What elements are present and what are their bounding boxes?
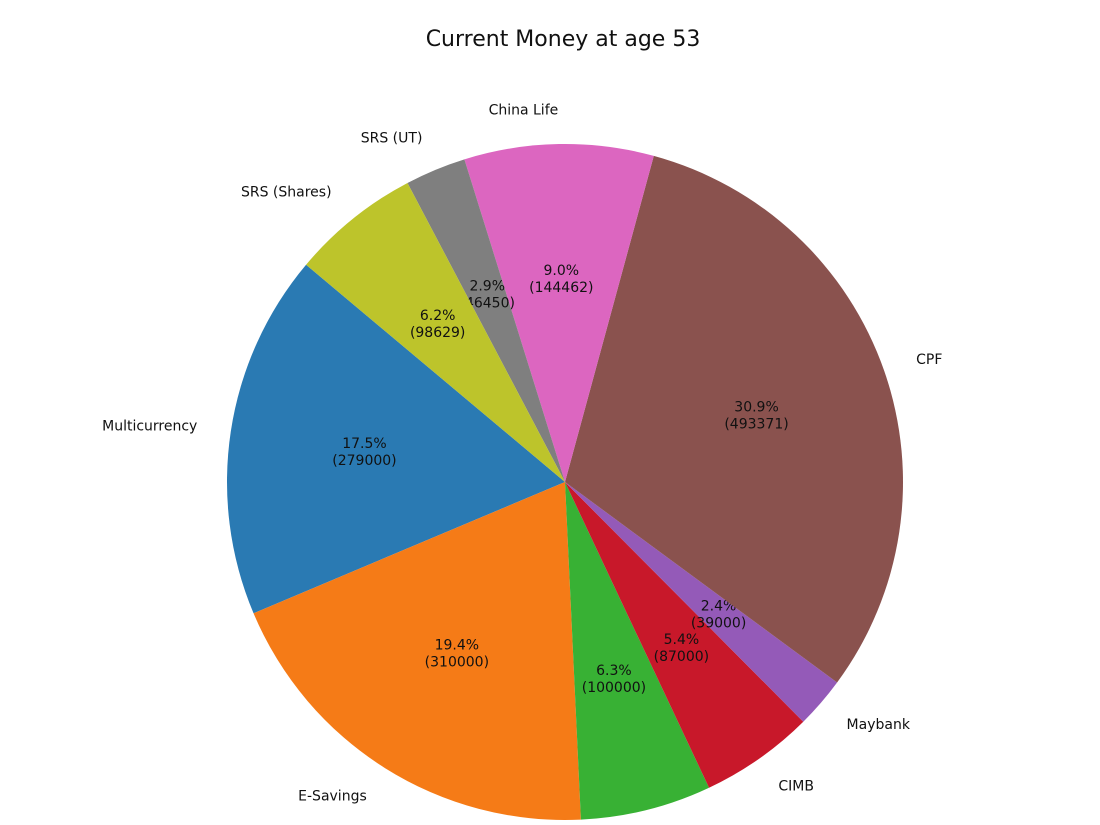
pie-slice xyxy=(226,264,565,614)
percent-label: 6.2% xyxy=(420,308,456,324)
slice-label: SRS (Shares) xyxy=(241,185,332,201)
value-label: (98629) xyxy=(410,325,465,341)
value-label: (39000) xyxy=(691,615,746,631)
pie-slice xyxy=(565,155,903,683)
percent-label: 5.4% xyxy=(664,632,700,648)
value-label: (144462) xyxy=(529,280,593,296)
slice-label: Multicurrency xyxy=(102,419,197,435)
pie-slice xyxy=(565,482,838,722)
value-label: (87000) xyxy=(654,649,709,665)
slice-label: SRS (UT) xyxy=(361,131,423,147)
value-label: (310000) xyxy=(425,655,489,671)
pie-slice xyxy=(565,482,804,788)
value-label: (279000) xyxy=(332,453,396,469)
percent-label: 9.0% xyxy=(544,263,580,279)
pie-slice xyxy=(407,159,565,483)
slice-label: Maybank xyxy=(847,717,911,733)
slice-label: China Life xyxy=(489,102,559,118)
pie-slice xyxy=(565,482,710,820)
value-label: (493371) xyxy=(724,416,788,432)
percent-label: 19.4% xyxy=(435,638,479,654)
percent-label: 6.3% xyxy=(596,663,632,679)
value-label: (100000) xyxy=(582,680,646,696)
percent-label: 2.9% xyxy=(469,279,505,295)
percent-label: 17.5% xyxy=(342,436,386,452)
percent-label: 30.9% xyxy=(734,399,778,415)
percent-label: 2.4% xyxy=(701,598,737,614)
slice-label: CPF xyxy=(916,352,942,368)
slice-label: CIMB xyxy=(778,778,814,794)
pie-slice xyxy=(464,144,654,483)
pie-slice xyxy=(306,182,565,482)
slice-label: E-Savings xyxy=(298,789,367,805)
pie-slice xyxy=(253,482,581,821)
chart-title: Current Money at age 53 xyxy=(426,27,701,52)
value-label: (46450) xyxy=(460,296,515,312)
